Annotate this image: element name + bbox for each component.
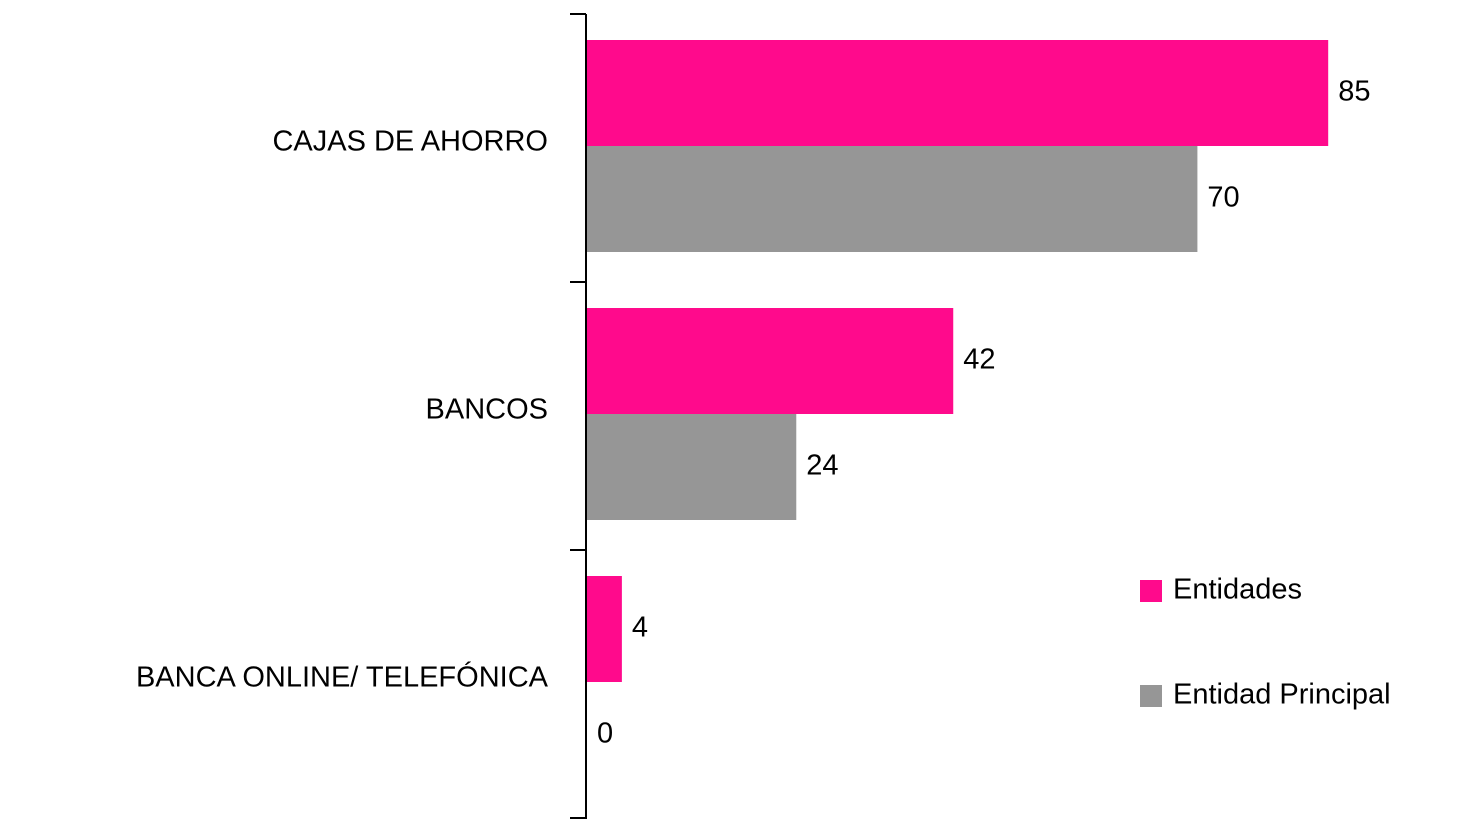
legend-label: Entidad Principal (1173, 679, 1391, 711)
value-label: 85 (1338, 76, 1370, 108)
legend-swatch (1140, 685, 1162, 707)
legend-label: Entidades (1173, 574, 1302, 606)
value-label: 4 (632, 612, 648, 644)
value-label: 0 (597, 718, 613, 750)
value-label: 24 (806, 450, 838, 482)
bar (587, 40, 1329, 146)
y-tick-label: BANCOS (426, 394, 548, 426)
legend-swatch (1140, 580, 1162, 602)
value-label: 70 (1207, 182, 1239, 214)
bar (587, 414, 797, 520)
value-label: 42 (963, 344, 995, 376)
bar (587, 576, 622, 682)
y-tick-label: BANCA ONLINE/ TELEFÓNICA (136, 661, 549, 694)
bar (587, 308, 954, 414)
y-tick-label: CAJAS DE AHORRO (272, 126, 548, 158)
bar (587, 146, 1198, 252)
